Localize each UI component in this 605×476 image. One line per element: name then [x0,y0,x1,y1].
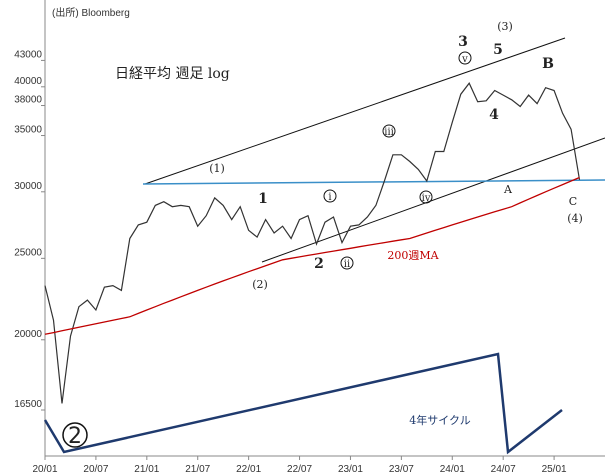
wave-circle [458,51,472,65]
y-tick-label: 40000 [14,76,42,87]
wave-label: (1) [209,162,225,175]
x-tick-label: 21/01 [134,464,159,475]
wave-label: 4 [489,107,499,123]
y-tick-label: 30000 [14,181,42,192]
wave-label: A [503,183,513,196]
x-tick-label: 24/01 [440,464,465,475]
channel-upper [144,37,566,185]
x-tick-label: 20/01 [32,464,57,475]
cycle-line [43,352,563,455]
x-tick-label: 25/01 [542,464,567,475]
wave-label: ⅲ [384,127,394,138]
ma-label: 200週MA [387,249,439,262]
x-tick-label: 22/07 [287,464,312,475]
wave-label: 5 [493,42,503,58]
x-tick-label: 24/07 [491,464,516,475]
wave-label: ⅱ [344,259,351,270]
annotations: (1) 1 (2) 2 ⅰ ⅱ ⅲ ⅳ ⅴ 3 (3) 5 4 A B C (4… [68,20,583,449]
wave-label: ⅰ [328,192,331,203]
wave-label: (4) [567,212,583,225]
wave-circle [62,422,88,448]
y-tick-label: 20000 [14,329,42,340]
y-tick-label: 43000 [14,49,42,60]
chart-title: 日経平均 週足 log [115,66,230,82]
wave-label: 1 [258,191,268,207]
series-line [44,82,581,404]
wave-label: 2 [314,256,324,272]
y-tick-label: 25000 [14,247,42,258]
x-tick-label: 22/01 [236,464,261,475]
horizontal-line [142,179,605,185]
y-tick-label: 38000 [14,95,42,106]
layout [43,0,605,457]
wave-label: 3 [458,34,468,50]
x-tick-label: 23/07 [389,464,414,475]
channel-lower [261,137,605,263]
wave-label: B [542,56,554,72]
wave-circle [419,190,433,204]
wave-circle [382,124,396,138]
series-line [44,176,580,335]
source: (出所) Bloomberg [52,6,130,19]
y-tick-label: 16500 [14,399,42,410]
wave-label: ⅳ [422,193,431,204]
x-tick-label: 23/01 [338,464,363,475]
x-tick-label: 20/07 [83,464,108,475]
wave-label: 2 [68,424,82,449]
wave-label: ⅴ [461,54,468,65]
wave-label: (3) [497,20,513,33]
wave-circle [340,256,354,270]
x-tick-label: 21/07 [185,464,210,475]
wave-label: C [569,195,577,208]
wave-circle [323,189,337,203]
y-tick-label: 35000 [14,125,42,136]
cycle-label: 4年サイクル [409,413,470,427]
wave-label: (2) [252,278,268,291]
